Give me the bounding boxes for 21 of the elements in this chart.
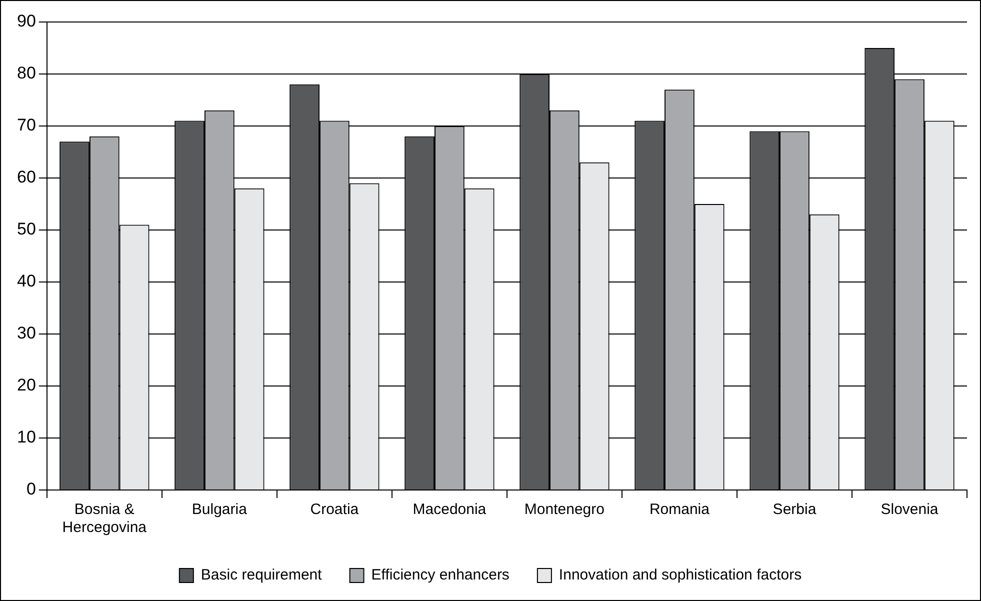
x-tick-label: Romania (649, 501, 710, 518)
x-tick-label: Montenegro (524, 501, 604, 518)
legend-label: Efficiency enhancers (371, 566, 510, 584)
x-tick-label: Croatia (310, 501, 360, 518)
x-tick-label: Serbia (772, 501, 817, 518)
y-tick-label: 90 (16, 12, 36, 31)
y-tick-label: 50 (16, 220, 36, 239)
x-tick-label: Bosnia & Hercegovina (62, 501, 148, 536)
x-tick-label: Macedonia (412, 501, 487, 518)
x-tick-label: Slovenia (880, 501, 939, 518)
y-tick-label: 30 (16, 324, 36, 343)
y-tick-label: 10 (16, 428, 36, 447)
y-tick-label: 80 (16, 64, 36, 83)
y-tick-label: 0 (26, 480, 36, 499)
legend-label: Innovation and sophistication factors (558, 566, 802, 584)
y-tick-label: 20 (16, 376, 36, 395)
y-tick-label: 40 (16, 272, 36, 291)
y-tick-label: 60 (16, 168, 36, 187)
legend-label: Basic requirement (200, 566, 323, 584)
y-tick-label: 70 (16, 116, 36, 135)
x-tick-label: Bulgaria (192, 501, 248, 518)
